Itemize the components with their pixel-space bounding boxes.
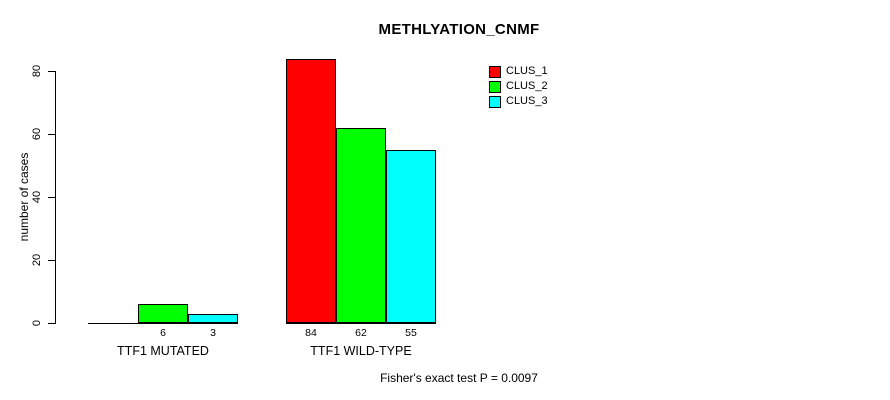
y-tick [48,197,55,199]
bar-value-label: 6 [160,327,166,339]
legend-label: CLUS_2 [506,80,548,92]
group-baseline [88,323,238,324]
legend-swatch-clus_3 [489,95,501,108]
category-label: TTF1 WILD-TYPE [310,344,412,358]
bar-value-label: 84 [305,327,317,339]
bar-clus_3-2 [386,150,436,323]
chart-title: METHLYATION_CNMF [378,21,540,38]
y-tick [48,134,55,136]
legend-label: CLUS_1 [506,65,548,77]
fisher-test-annotation: Fisher's exact test P = 0.0097 [380,371,538,385]
y-tick [48,260,55,262]
y-tick [48,323,55,324]
bar-value-label: 3 [210,327,216,339]
legend-label: CLUS_3 [506,95,548,107]
legend-item: CLUS_3 [489,94,548,109]
legend-swatch-clus_2 [489,80,501,93]
y-axis-label: number of cases [17,152,31,242]
y-tick-label: 80 [31,65,43,78]
legend-item: CLUS_2 [489,79,548,94]
bar-clus_3-1 [188,314,238,323]
bar-value-label: 62 [355,327,367,339]
legend-item: CLUS_1 [489,64,548,79]
y-tick-label: 40 [31,191,43,204]
bar-value-label: 55 [405,327,417,339]
legend: CLUS_1 CLUS_2 CLUS_3 [489,64,548,109]
legend-swatch-clus_1 [489,65,501,78]
y-axis [55,71,56,324]
bar-clus_2-1 [138,304,188,323]
bar-clus_1-2 [286,59,336,323]
y-tick-label: 20 [31,253,43,267]
y-tick-label: 60 [31,128,43,141]
y-tick [48,71,55,73]
bar-clus_2-2 [336,128,386,323]
y-tick-label: 0 [31,319,43,327]
category-label: TTF1 MUTATED [117,344,209,358]
group-baseline [286,323,436,324]
